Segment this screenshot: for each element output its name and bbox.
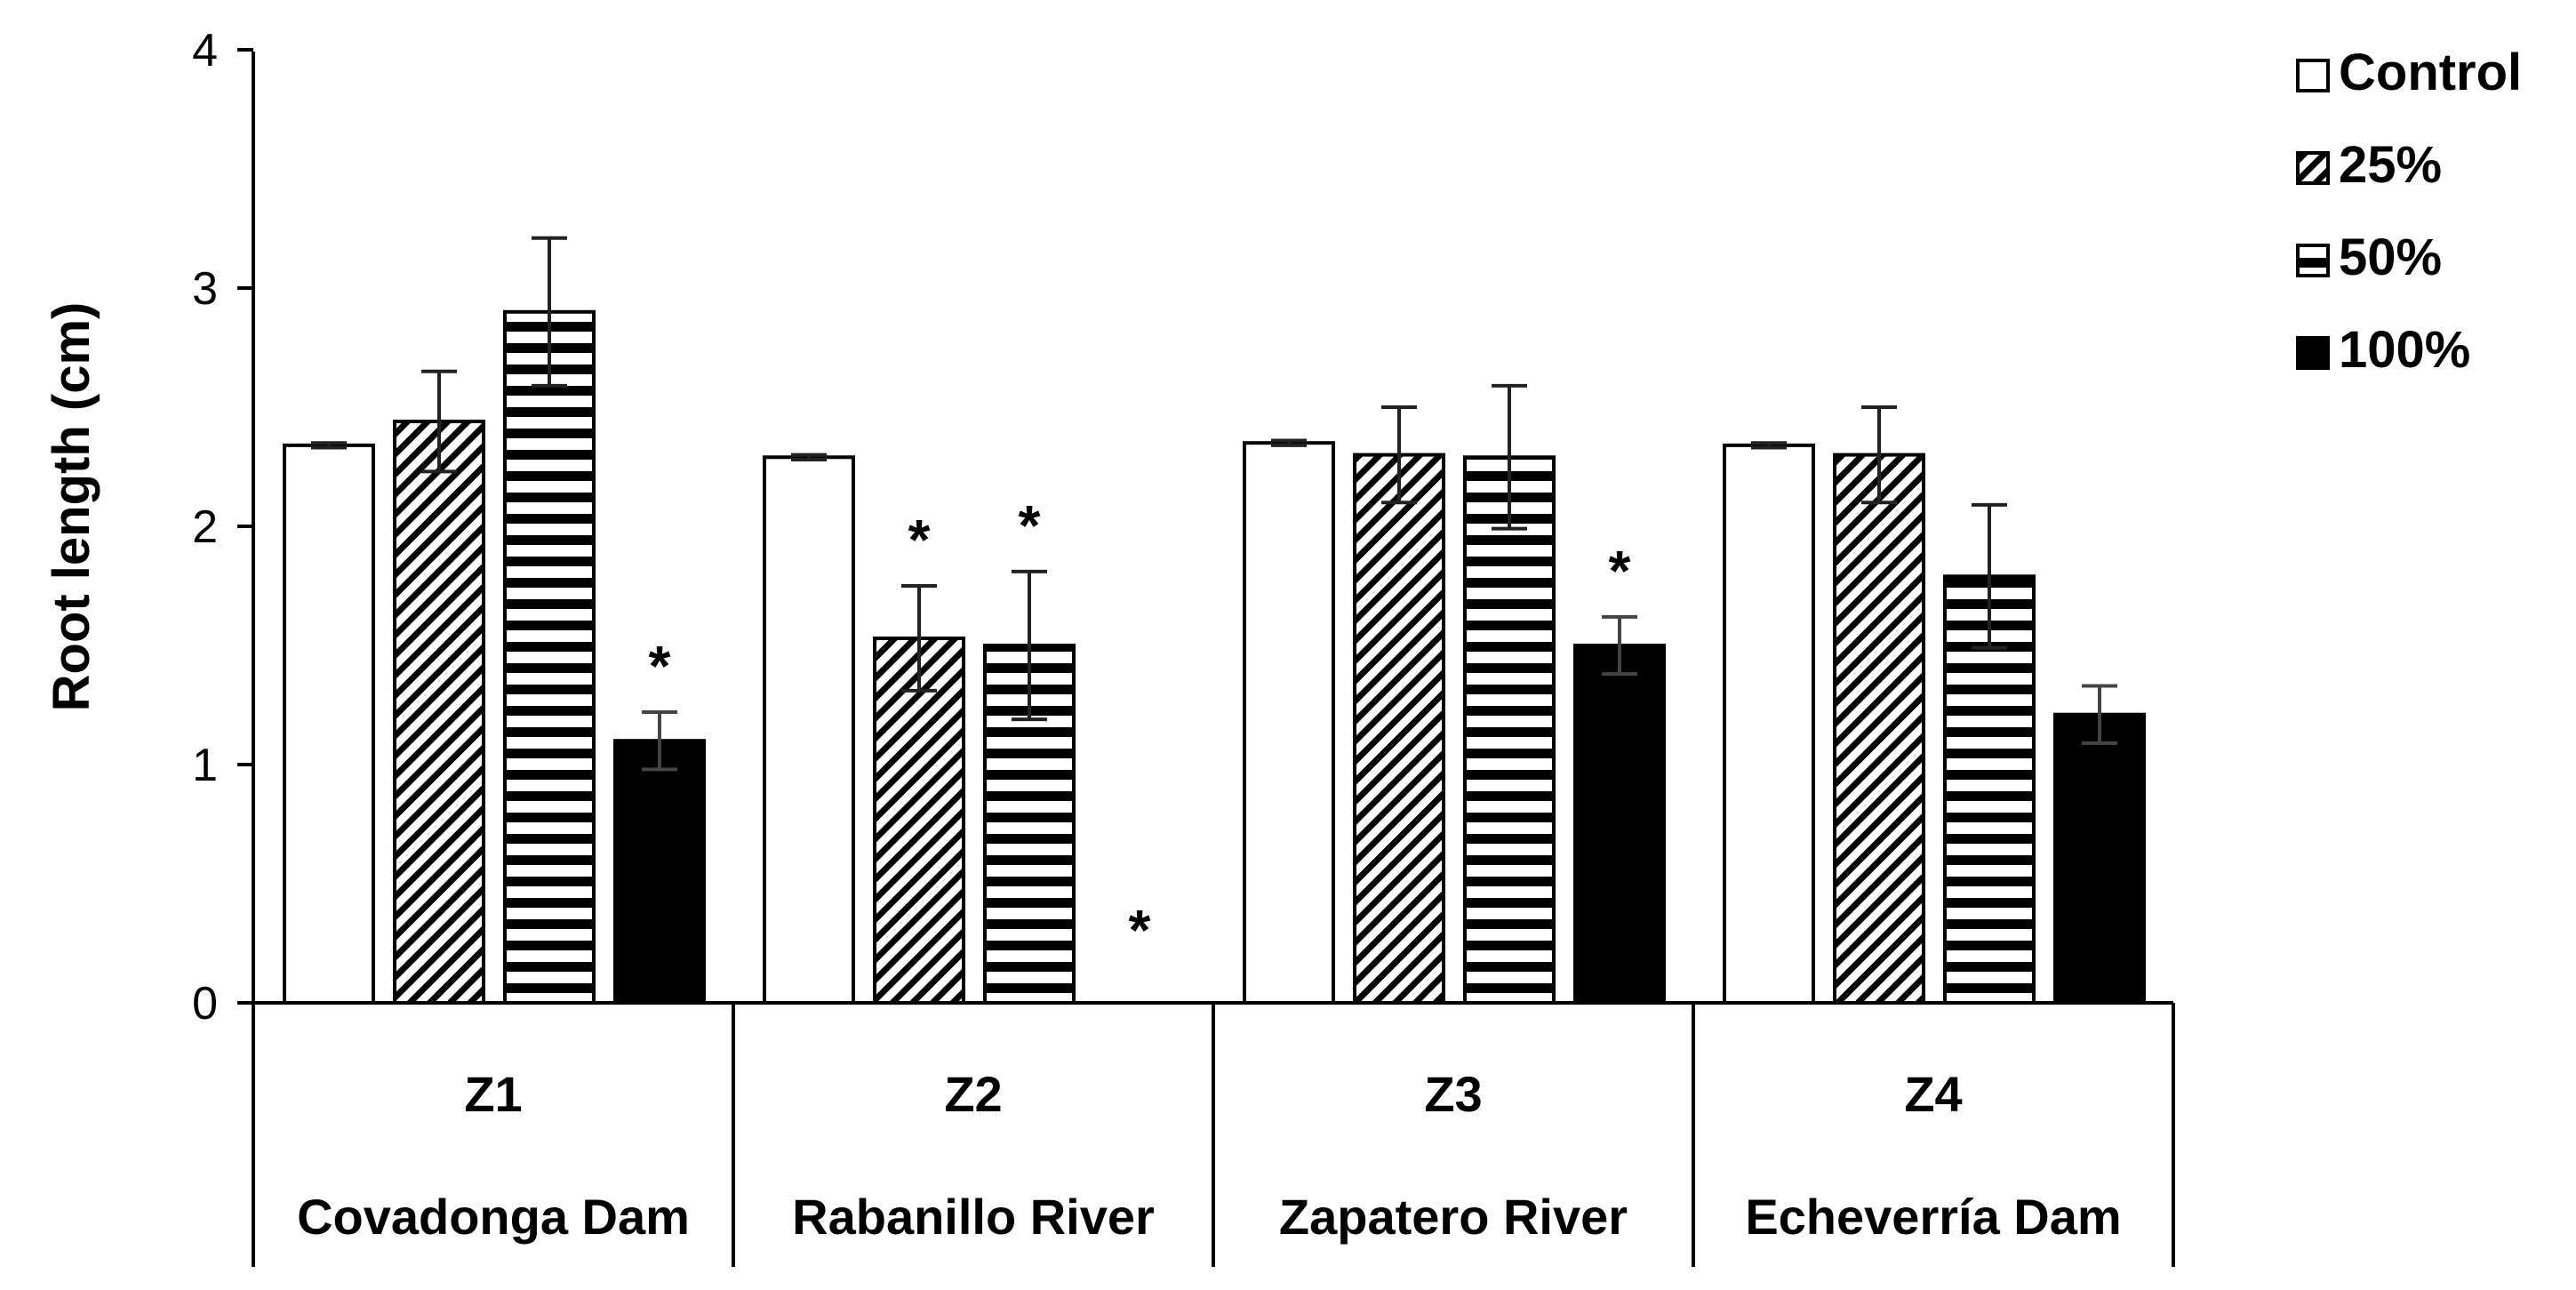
bar — [1463, 455, 1556, 1005]
bar — [1573, 644, 1666, 1005]
legend: Control 25% 50% 100% — [2296, 44, 2522, 379]
group-site-label: Rabanillo River — [792, 1189, 1155, 1245]
bar — [2053, 712, 2146, 1005]
group-site-label: Echeverría Dam — [1745, 1189, 2121, 1245]
group-code-label: Z3 — [1424, 1066, 1482, 1122]
significance-mark: * — [649, 634, 671, 698]
legend-swatch — [2296, 151, 2330, 185]
bar — [1243, 441, 1335, 1005]
legend-label: 100% — [2339, 321, 2470, 379]
bar — [283, 443, 375, 1005]
legend-swatch — [2296, 59, 2330, 92]
bar — [503, 309, 596, 1005]
bar — [873, 636, 965, 1006]
legend-swatch — [2296, 336, 2330, 370]
bar — [1833, 453, 1925, 1006]
group-site-label: Covadonga Dam — [297, 1189, 690, 1245]
significance-mark: * — [1609, 539, 1631, 603]
legend-label: 50% — [2339, 228, 2442, 286]
legend-label: Control — [2339, 44, 2522, 101]
significance-mark: * — [908, 508, 931, 572]
bar — [1353, 453, 1445, 1006]
group-code-label: Z4 — [1904, 1066, 1962, 1122]
group-code-label: Z1 — [464, 1066, 522, 1122]
significance-mark: * — [1129, 898, 1151, 962]
y-axis-title: Root length (cm) — [43, 302, 100, 712]
bar — [763, 455, 855, 1005]
group-site-label: Zapatero River — [1279, 1189, 1628, 1245]
y-tick-label: 4 — [192, 25, 218, 76]
y-tick-label: 1 — [192, 740, 218, 791]
significance-mark: * — [1019, 493, 1041, 557]
plot-area: 0 1 2 3 4 Z1 Covadonga Dam Z2 Rabanillo River Z3 Z… — [192, 25, 2175, 1267]
y-tick-label: 0 — [192, 978, 218, 1030]
y-tick-label: 2 — [192, 501, 218, 553]
bar — [1723, 443, 1815, 1005]
legend-label: 25% — [2339, 136, 2442, 194]
bar — [613, 739, 706, 1005]
bar — [393, 420, 485, 1005]
legend-swatch — [2296, 244, 2330, 277]
group-code-label: Z2 — [944, 1066, 1002, 1122]
y-tick-label: 3 — [192, 263, 218, 315]
